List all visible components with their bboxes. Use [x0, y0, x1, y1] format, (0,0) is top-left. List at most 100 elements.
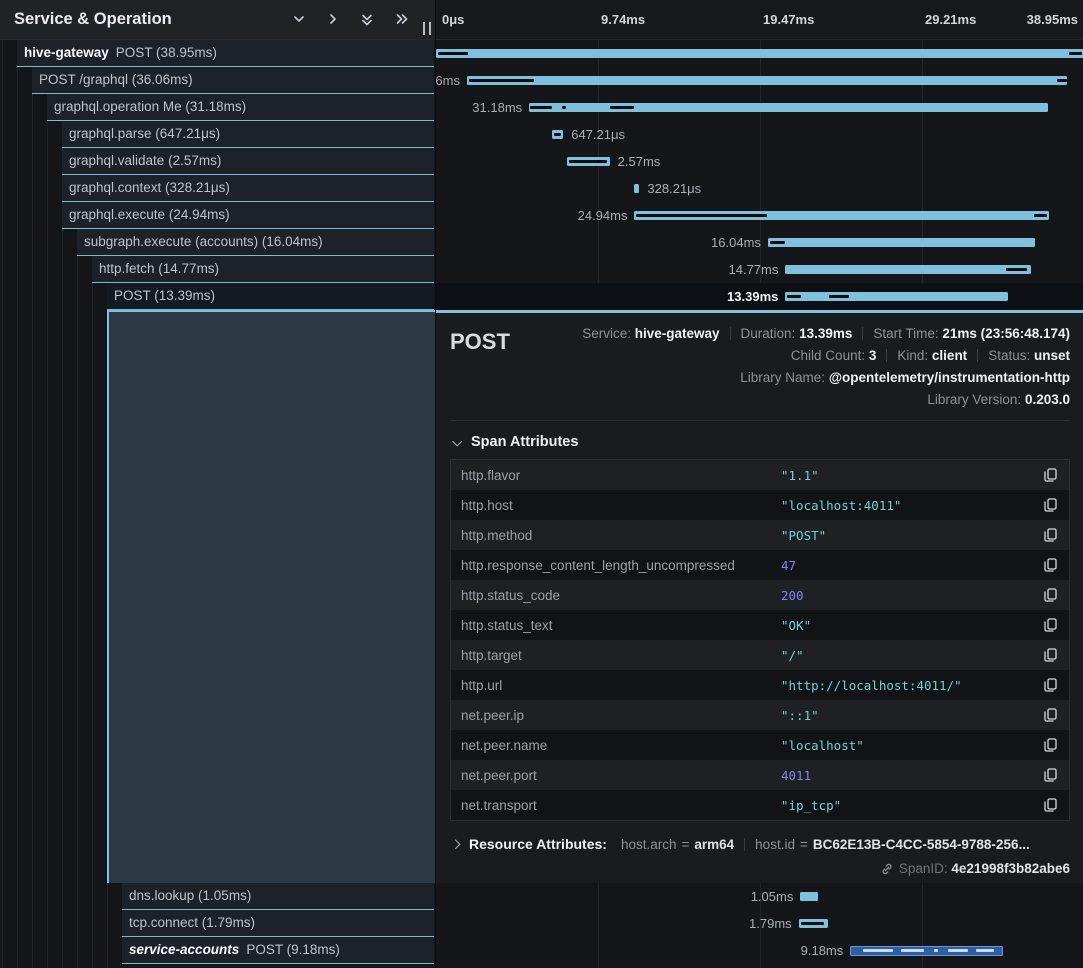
axis-tick: 19.47ms: [763, 12, 815, 27]
timeline-row[interactable]: 36.06ms: [436, 67, 1083, 94]
service-name: service-accounts: [129, 942, 240, 957]
tree-row-graphql-validate[interactable]: graphql.validate (2.57ms): [62, 148, 434, 175]
indent-guide: [2, 40, 3, 968]
span-label: POST (38.95ms): [115, 45, 217, 60]
indent-guide: [17, 40, 18, 968]
timeline-row[interactable]: 1.79ms: [436, 910, 1083, 937]
span-bar[interactable]: [633, 184, 640, 193]
timeline-row[interactable]: 1.05ms: [436, 883, 1083, 910]
span-bar[interactable]: [566, 157, 610, 166]
expand-all-icon[interactable]: [394, 12, 409, 26]
span-id-row[interactable]: SpanID: 4e21998f3b82abe6: [450, 861, 1070, 876]
tree-row-post-selected[interactable]: POST (13.39ms): [107, 283, 434, 310]
duration-label: 328.21μs: [647, 181, 702, 196]
attribute-row: http.status_code 200: [451, 580, 1069, 610]
selected-span-region: [107, 310, 435, 883]
span-label: graphql.execute (24.94ms): [69, 207, 230, 222]
duration-label: 36.06ms: [435, 73, 460, 88]
duration-label: 31.18ms: [472, 100, 523, 115]
attribute-row: http.response_content_length_uncompresse…: [451, 550, 1069, 580]
tree-row-graphql-parse[interactable]: graphql.parse (647.21μs): [62, 121, 434, 148]
service-name: hive-gateway: [24, 45, 109, 60]
axis-tick: 0μs: [442, 12, 465, 27]
timeline-row[interactable]: 2.57ms: [436, 148, 1083, 175]
indent-guide: [47, 40, 48, 968]
duration-label: 1.05ms: [750, 889, 794, 904]
tree-row-dns-lookup[interactable]: dns.lookup (1.05ms): [122, 883, 434, 910]
span-attributes-title: Span Attributes: [471, 434, 579, 450]
indent-guide: [32, 40, 33, 968]
timeline-row[interactable]: 31.18ms: [436, 94, 1083, 121]
tree-row-graphql-execute[interactable]: graphql.execute (24.94ms): [62, 202, 434, 229]
copy-icon[interactable]: [1042, 616, 1059, 634]
copy-icon[interactable]: [1042, 766, 1059, 784]
pane-title: Service & Operation: [14, 10, 172, 28]
span-bar[interactable]: [850, 945, 1003, 956]
resource-attributes-row[interactable]: Resource Attributes: host.arch = arm64 hos…: [450, 836, 1070, 852]
attribute-row: http.method "POST": [451, 520, 1069, 550]
axis-tick: 38.95ms: [1026, 12, 1078, 27]
attribute-row: net.peer.name "localhost": [451, 730, 1069, 760]
link-icon: [882, 863, 892, 875]
attribute-row: net.peer.ip "::1": [451, 700, 1069, 730]
tree-row-service-accounts-post[interactable]: service-accounts POST (9.18ms): [122, 937, 434, 964]
span-label: graphql.parse (647.21μs): [69, 126, 221, 141]
span-bar[interactable]: [529, 103, 1048, 112]
collapse-all-icon[interactable]: [360, 12, 374, 27]
duration-label: 14.77ms: [728, 262, 779, 277]
copy-icon[interactable]: [1042, 646, 1059, 664]
tree-row-post-graphql[interactable]: POST /graphql (36.06ms): [32, 67, 434, 94]
span-bar[interactable]: [785, 292, 1009, 301]
tree-row-graphql-operation[interactable]: graphql.operation Me (31.18ms): [47, 94, 434, 121]
timeline-row[interactable]: [436, 40, 1083, 67]
span-bar[interactable]: [466, 76, 1067, 85]
span-label: graphql.context (328.21μs): [69, 180, 230, 195]
span-label: subgraph.execute (accounts) (16.04ms): [84, 234, 323, 249]
tree-row-tcp-connect[interactable]: tcp.connect (1.79ms): [122, 910, 434, 937]
timeline-pane: 0μs 9.74ms 19.47ms 29.21ms 38.95ms 36.06…: [435, 0, 1083, 968]
copy-icon[interactable]: [1042, 736, 1059, 754]
attribute-row: http.host "localhost:4011": [451, 490, 1069, 520]
copy-icon[interactable]: [1042, 526, 1059, 544]
copy-icon[interactable]: [1042, 586, 1059, 604]
duration-label: 16.04ms: [711, 235, 761, 250]
copy-icon[interactable]: [1042, 466, 1059, 484]
span-meta: Service: hive-gateway Duration: 13.39ms St…: [582, 326, 1070, 407]
timeline-row[interactable]: 14.77ms: [436, 256, 1083, 283]
timeline-row[interactable]: 24.94ms: [436, 202, 1083, 229]
copy-icon[interactable]: [1042, 706, 1059, 724]
span-attributes-toggle[interactable]: Span Attributes: [452, 434, 1070, 450]
tree-row-subgraph-execute[interactable]: subgraph.execute (accounts) (16.04ms): [77, 229, 434, 256]
expand-one-icon[interactable]: [326, 12, 340, 26]
indent-guide: [92, 40, 93, 968]
span-bar[interactable]: [798, 919, 829, 928]
span-bar[interactable]: [785, 265, 1032, 274]
span-label: POST /graphql (36.06ms): [39, 72, 193, 87]
timeline-row[interactable]: 328.21μs: [436, 175, 1083, 202]
timeline-row-selected[interactable]: 13.39ms: [436, 283, 1083, 310]
duration-label: 647.21μs: [571, 127, 625, 142]
span-bar[interactable]: [436, 49, 1083, 58]
tree-row-graphql-context[interactable]: graphql.context (328.21μs): [62, 175, 434, 202]
timeline-row[interactable]: 16.04ms: [436, 229, 1083, 256]
duration-label: 24.94ms: [577, 208, 628, 223]
column-resize-handle[interactable]: [423, 22, 431, 35]
span-bar[interactable]: [634, 211, 1050, 220]
tree-row-hive-gateway-post[interactable]: hive-gateway POST (38.95ms): [17, 40, 434, 67]
timeline-row[interactable]: 9.18ms: [436, 937, 1083, 964]
attribute-row: http.status_text "OK": [451, 610, 1069, 640]
span-detail-panel: POST Service: hive-gateway Duration: 13.3…: [436, 310, 1083, 883]
copy-icon[interactable]: [1042, 796, 1059, 814]
timeline-row[interactable]: 647.21μs: [436, 121, 1083, 148]
collapse-one-icon[interactable]: [292, 12, 306, 26]
span-bar[interactable]: [767, 238, 1035, 247]
copy-icon[interactable]: [1042, 496, 1059, 514]
tree-header: Service & Operation: [0, 0, 435, 40]
span-bar[interactable]: [800, 892, 818, 901]
axis-tick: 29.21ms: [925, 12, 977, 27]
copy-icon[interactable]: [1042, 556, 1059, 574]
span-bar[interactable]: [552, 130, 564, 139]
tree-row-http-fetch[interactable]: http.fetch (14.77ms): [92, 256, 434, 283]
copy-icon[interactable]: [1042, 676, 1059, 694]
